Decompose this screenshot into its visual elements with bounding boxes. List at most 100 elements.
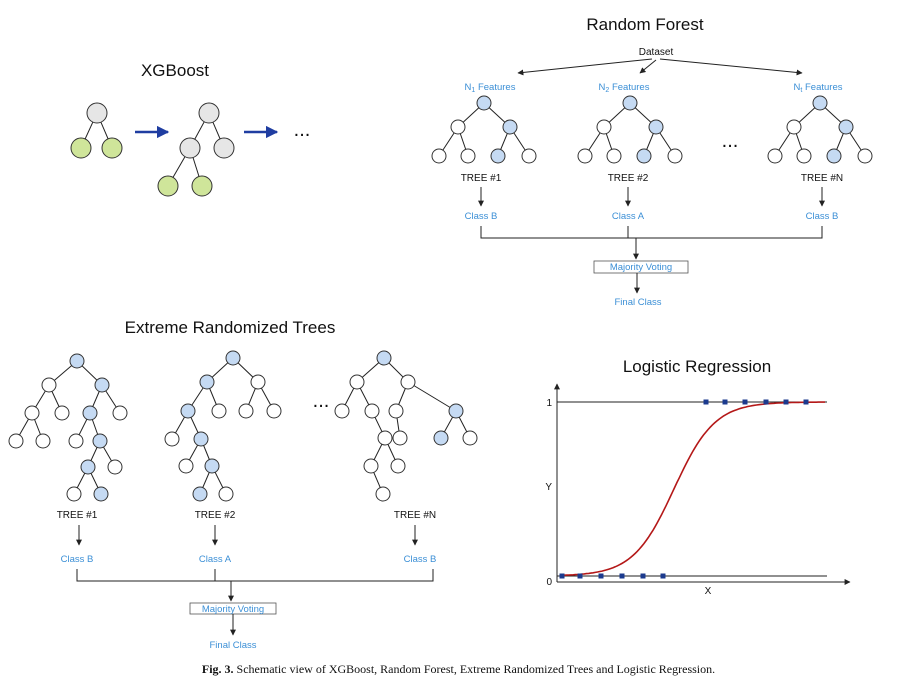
xgboost-title: XGBoost (141, 61, 209, 80)
tree-node (101, 137, 123, 159)
et-merge-bracket (76, 569, 434, 582)
tree-node (69, 353, 85, 369)
logistic-marker (660, 573, 666, 579)
tree-node (92, 433, 108, 449)
tree-node (334, 403, 350, 419)
rf-dataset-arrow-3 (659, 58, 803, 76)
tree-node (204, 458, 220, 474)
tree-node (70, 137, 92, 159)
tree-node (433, 430, 449, 446)
logistic-marker (803, 399, 809, 405)
xgboost-ellipsis: ... (294, 119, 311, 141)
tree-node (164, 431, 180, 447)
logistic-marker (703, 399, 709, 405)
rf-tree-2 (577, 95, 683, 164)
tree-node (502, 119, 518, 135)
tree-node (54, 405, 70, 421)
tree-node (450, 119, 466, 135)
tree-node (767, 148, 783, 164)
tree-node (796, 148, 812, 164)
tree-node (648, 119, 664, 135)
tree-node (66, 486, 82, 502)
tree-node (86, 102, 108, 124)
et-tree-label-1: TREE #1 (57, 510, 98, 521)
figure-caption: Fig. 3. Schematic view of XGBoost, Rando… (0, 662, 917, 677)
logistic-tick-0: 0 (546, 577, 552, 588)
tree-node (376, 350, 392, 366)
xgboost-trees (70, 102, 235, 197)
et-tree-label-3: TREE #N (394, 510, 436, 521)
random-forest-panel: Random Forest Dataset N1 Features N2 Fea… (431, 15, 873, 308)
et-final-class: Final Class (210, 640, 257, 651)
rf-tree-1 (431, 95, 537, 164)
rf-features-2: N2 Features (599, 82, 650, 94)
rf-class-3: Class B (806, 211, 839, 222)
tree-node (68, 433, 84, 449)
rf-tree-label-1: TREE #1 (461, 173, 502, 184)
tree-node (213, 137, 235, 159)
rf-tree-label-2: TREE #2 (608, 173, 649, 184)
logistic-marker (559, 573, 565, 579)
tree-node (577, 148, 593, 164)
et-class-2: Class A (199, 554, 232, 565)
tree-node (180, 403, 196, 419)
tree-node (857, 148, 873, 164)
tree-node (812, 95, 828, 111)
rf-voting-box (593, 260, 689, 274)
tree-node (211, 403, 227, 419)
logistic-marker (722, 399, 728, 405)
extra-trees-panel: Extreme Randomized Trees ... TREE #1 TRE… (8, 318, 478, 651)
tree-node (8, 433, 24, 449)
rf-trees (431, 95, 873, 164)
tree-node (390, 458, 406, 474)
xgboost-panel: XGBoost ... (70, 61, 311, 197)
tree-node (667, 148, 683, 164)
tree-node (218, 486, 234, 502)
logistic-marker (598, 573, 604, 579)
rf-dataset-arrow-1 (517, 58, 653, 76)
tree-node (462, 430, 478, 446)
tree-node (80, 459, 96, 475)
logistic-markers (559, 399, 809, 579)
tree-node (238, 403, 254, 419)
tree-node (838, 119, 854, 135)
tree-node (112, 405, 128, 421)
caption-label: Fig. 3. (201, 662, 234, 676)
rf-dataset-arrow-2 (639, 59, 657, 74)
et-ellipsis: ... (313, 390, 330, 412)
tree-node (94, 377, 110, 393)
tree-node (826, 148, 842, 164)
tree-node (198, 102, 220, 124)
tree-node (636, 148, 652, 164)
extra-trees-title: Extreme Randomized Trees (125, 318, 336, 337)
rf-final-class: Final Class (615, 297, 662, 308)
logistic-y-label: Y (545, 482, 552, 493)
tree-node (157, 175, 179, 197)
et-class-1: Class B (61, 554, 94, 565)
logistic-marker (640, 573, 646, 579)
tree-node (400, 374, 416, 390)
et-tree-1 (8, 353, 128, 502)
logistic-marker (619, 573, 625, 579)
tree-node (596, 119, 612, 135)
rf-voting-label: Majority Voting (610, 262, 672, 273)
tree-node (35, 433, 51, 449)
tree-node (490, 148, 506, 164)
rf-dataset-label: Dataset (639, 47, 674, 58)
tree-node (349, 374, 365, 390)
logistic-x-label: X (705, 586, 712, 597)
tree-node (193, 431, 209, 447)
tree-node (179, 137, 201, 159)
tree-node (388, 403, 404, 419)
et-tree-3 (334, 350, 478, 502)
logistic-marker (783, 399, 789, 405)
tree-node (107, 459, 123, 475)
tree-node (431, 148, 447, 164)
xgboost-tree-2 (157, 102, 235, 197)
tree-edge (407, 381, 457, 412)
tree-node (448, 403, 464, 419)
tree-node (41, 377, 57, 393)
tree-node (266, 403, 282, 419)
tree-node (192, 486, 208, 502)
